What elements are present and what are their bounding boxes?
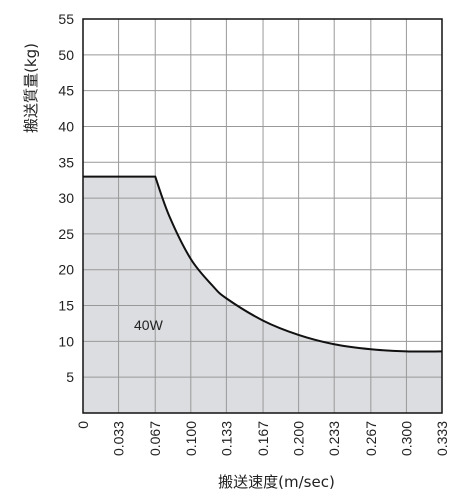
y-tick-label: 50 [58, 47, 74, 63]
y-tick-label: 45 [58, 83, 74, 99]
x-axis-title: 搬送速度(m/sec) [218, 473, 335, 491]
x-tick-label: 0.200 [291, 421, 307, 456]
plot-frame [82, 18, 443, 414]
y-tick-label: 30 [58, 190, 74, 206]
y-tick-label: 20 [58, 262, 74, 278]
y-tick-label: 40 [58, 118, 74, 134]
series-line-40w [83, 175, 443, 353]
grid-layer [83, 19, 442, 413]
y-tick-label: 10 [58, 333, 74, 349]
x-tick-labels: 0 0.033 0.067 0.100 0.133 0.167 0.200 0.233 0.26… [75, 421, 450, 456]
y-tick-label: 5 [66, 369, 74, 385]
y-tick-label: 55 [58, 11, 74, 27]
area-fill-40w [83, 176, 442, 413]
x-tick-label: 0 [75, 421, 91, 429]
fill-layer [83, 176, 442, 413]
x-tick-label: 0.300 [398, 421, 414, 456]
frame-layer [82, 18, 443, 414]
y-tick-label: 35 [58, 154, 74, 170]
x-tick-label: 0.333 [434, 421, 450, 456]
line-layer [83, 175, 443, 353]
series-label-40w: 40W [134, 317, 164, 333]
x-tick-label: 0.033 [111, 421, 127, 456]
x-tick-label: 0.133 [218, 421, 234, 456]
x-tick-label: 0.100 [183, 421, 199, 456]
x-tick-label: 0.267 [363, 421, 379, 456]
y-tick-label: 15 [58, 298, 74, 314]
y-tick-label: 25 [58, 226, 74, 242]
y-tick-labels: 5 10 15 20 25 30 35 40 45 50 55 [58, 11, 74, 385]
x-tick-label: 0.233 [326, 421, 342, 456]
x-tick-label: 0.067 [147, 421, 163, 456]
x-tick-label: 0.167 [255, 421, 271, 456]
y-axis-title: 搬送質量(kg) [22, 43, 40, 133]
